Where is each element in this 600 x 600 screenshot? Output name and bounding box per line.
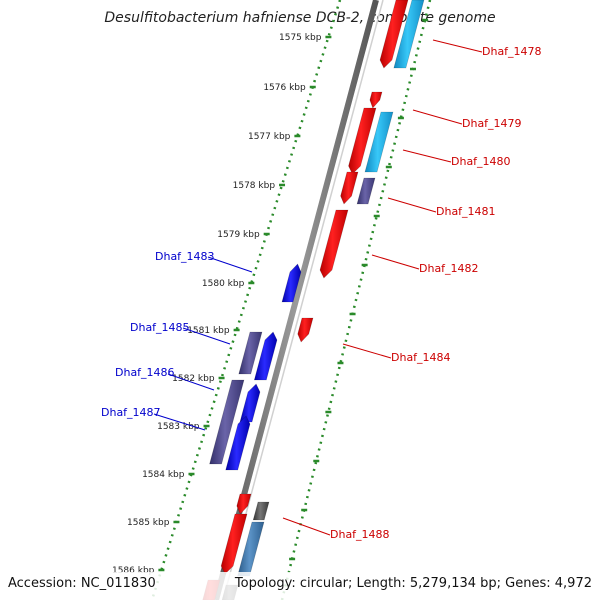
label-leaders	[153, 39, 483, 536]
gene-dhaf-1481-red[interactable]	[340, 171, 359, 205]
gene-dhaf-1479-red-a[interactable]	[369, 91, 383, 109]
gene-dhaf-1478-red[interactable]	[379, 0, 409, 69]
gene-label-dhaf-1481[interactable]: Dhaf_1481	[436, 205, 496, 218]
gene-dhaf-1486-purple[interactable]	[209, 379, 245, 465]
gene-dhaf-1482-red[interactable]	[319, 209, 349, 279]
gene-dhaf-1488-red-a[interactable]	[236, 493, 252, 515]
gene-features	[202, 0, 425, 600]
tick-label: 1586 kbp	[112, 566, 155, 576]
leader-line-reverse	[282, 517, 331, 536]
gene-dhaf-1480-cyan[interactable]	[364, 111, 394, 173]
gene-label-dhaf-1485[interactable]: Dhaf_1485	[130, 321, 190, 334]
gene-label-dhaf-1488[interactable]: Dhaf_1488	[330, 528, 390, 541]
accession-text: Accession: NC_011830	[8, 576, 156, 591]
tick-label: 1577 kbp	[248, 132, 291, 142]
leader-line-forward	[167, 373, 215, 391]
gene-label-dhaf-1480[interactable]: Dhaf_1480	[451, 155, 511, 168]
tick-track-right	[280, 0, 432, 600]
gene-dhaf-1488-gray[interactable]	[252, 501, 270, 521]
tick-track-left	[150, 0, 342, 600]
tick-label: 1576 kbp	[263, 83, 306, 93]
tick-label: 1575 kbp	[279, 33, 322, 43]
gene-label-dhaf-1484[interactable]: Dhaf_1484	[391, 351, 451, 364]
leader-line-reverse	[432, 39, 483, 53]
leader-line-reverse	[342, 343, 392, 359]
gene-label-dhaf-1483[interactable]: Dhaf_1483	[155, 250, 215, 263]
gene-dhaf-1483-blue[interactable]	[281, 263, 302, 303]
summary-text: Topology: circular; Length: 5,279,134 bp…	[234, 576, 592, 591]
gene-dhaf-1481-purple[interactable]	[356, 177, 376, 205]
gene-dhaf-1484-red[interactable]	[297, 317, 314, 343]
gene-label-dhaf-1482[interactable]: Dhaf_1482	[419, 262, 479, 275]
footer-band	[0, 572, 600, 600]
tick-label: 1580 kbp	[202, 279, 245, 289]
tick-label: 1584 kbp	[142, 470, 185, 480]
leader-line-forward	[207, 256, 253, 273]
map-title: Desulfitobacterium hafniense DCB-2, comp…	[104, 10, 495, 26]
leader-line-reverse	[387, 197, 437, 213]
tick-label: 1579 kbp	[217, 230, 260, 240]
gene-dhaf-1485-purple[interactable]	[238, 331, 263, 375]
leader-line-forward	[153, 413, 206, 431]
tick-label: 1578 kbp	[233, 181, 276, 191]
gene-dhaf-1487-blue[interactable]	[225, 415, 251, 471]
genome-backbone-highlight	[222, 0, 384, 600]
gene-label-dhaf-1479[interactable]: Dhaf_1479	[462, 117, 522, 130]
gene-label-dhaf-1478[interactable]: Dhaf_1478	[482, 45, 542, 58]
leader-line-reverse	[371, 254, 420, 270]
tick-label: 1583 kbp	[157, 422, 200, 432]
leader-line-reverse	[412, 109, 463, 125]
kbp-ticks: 1575 kbp 1576 kbp 1577 kbp 1578 kbp 1579 kbp…	[112, 18, 429, 576]
gene-dhaf-1486-blue[interactable]	[239, 383, 261, 423]
tick-label: 1585 kbp	[127, 518, 170, 528]
gene-label-dhaf-1486[interactable]: Dhaf_1486	[115, 366, 175, 379]
gene-label-dhaf-1487[interactable]: Dhaf_1487	[101, 406, 161, 419]
gene-dhaf-1488-red-b[interactable]	[220, 513, 248, 575]
tick-label: 1581 kbp	[187, 326, 230, 336]
leader-line-forward	[182, 327, 231, 345]
gene-dhaf-1478-cyan[interactable]	[393, 0, 425, 69]
leader-line-reverse	[402, 149, 452, 163]
tick-label: 1582 kbp	[172, 374, 215, 384]
gene-dhaf-1479-red-b[interactable]	[348, 107, 377, 175]
gene-dhaf-1485-blue[interactable]	[253, 331, 278, 381]
